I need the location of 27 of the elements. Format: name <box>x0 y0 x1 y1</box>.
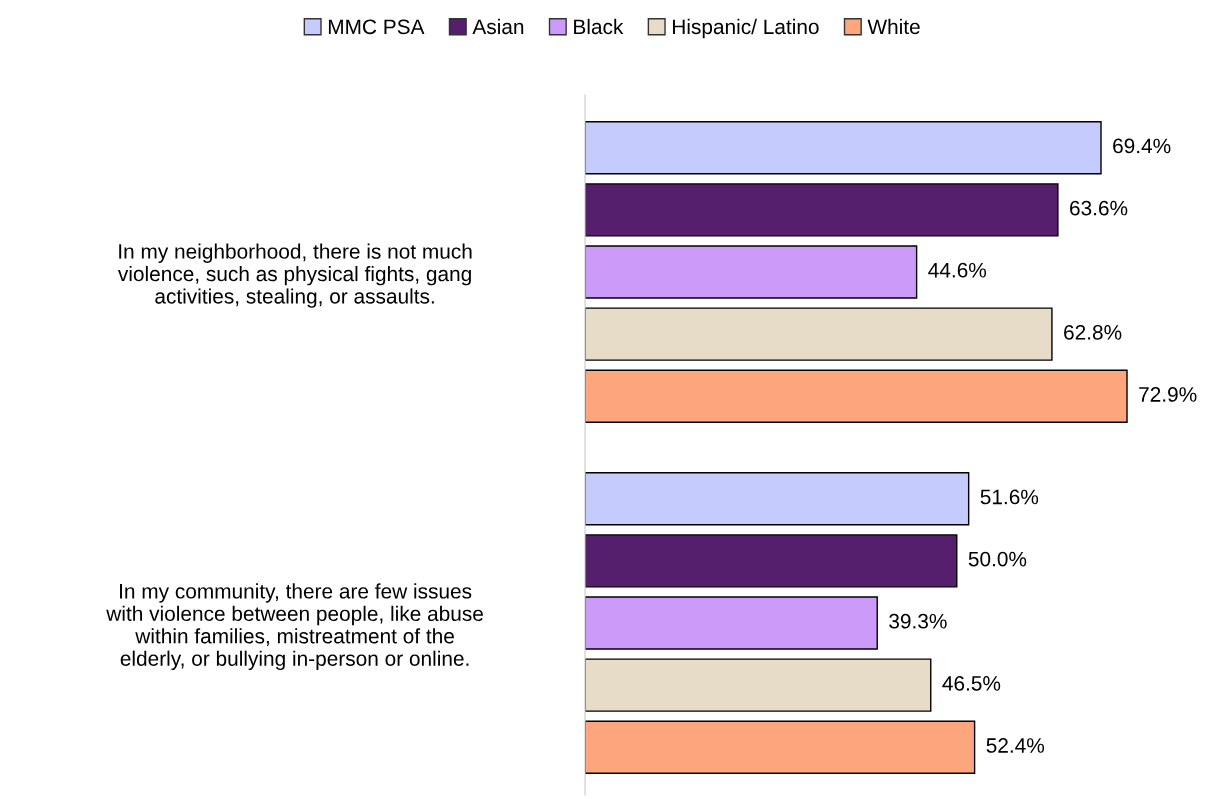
bar <box>585 596 878 650</box>
bar <box>585 534 958 588</box>
legend-label: Asian <box>472 18 524 35</box>
bar <box>585 369 1128 423</box>
legend-label: White <box>867 18 920 35</box>
y-tick-label: In my neighborhood, there is not much violence, such as physical fights, gang activities, stealing, or assaults. <box>117 243 472 308</box>
data-label: 62.8% <box>1064 324 1122 340</box>
bar <box>585 121 1102 175</box>
legend-label: Hispanic/ Latino <box>672 18 819 39</box>
data-label: 69.4% <box>1113 138 1171 154</box>
data-label: 52.4% <box>986 738 1045 753</box>
data-label: 63.6% <box>1070 200 1128 216</box>
y-tick-label: In my community, there are few issues with violence between people, like abuse within families, mistreatment of the elderly, or bullying in-person or online. <box>106 583 483 671</box>
bar <box>585 307 1053 361</box>
data-label: 51.6% <box>980 489 1039 505</box>
data-label: 46.5% <box>942 675 1001 691</box>
data-label: 72.9% <box>1139 387 1197 402</box>
legend-label: Black <box>574 18 624 35</box>
bar <box>585 720 976 774</box>
bar <box>585 183 1059 237</box>
data-label: 50.0% <box>968 551 1027 567</box>
legend-label: MMC PSA <box>328 19 425 35</box>
data-label: 44.6% <box>928 262 987 278</box>
data-label: 39.3% <box>889 613 947 629</box>
bar <box>585 245 918 299</box>
bar <box>585 472 970 526</box>
bar <box>585 658 932 712</box>
